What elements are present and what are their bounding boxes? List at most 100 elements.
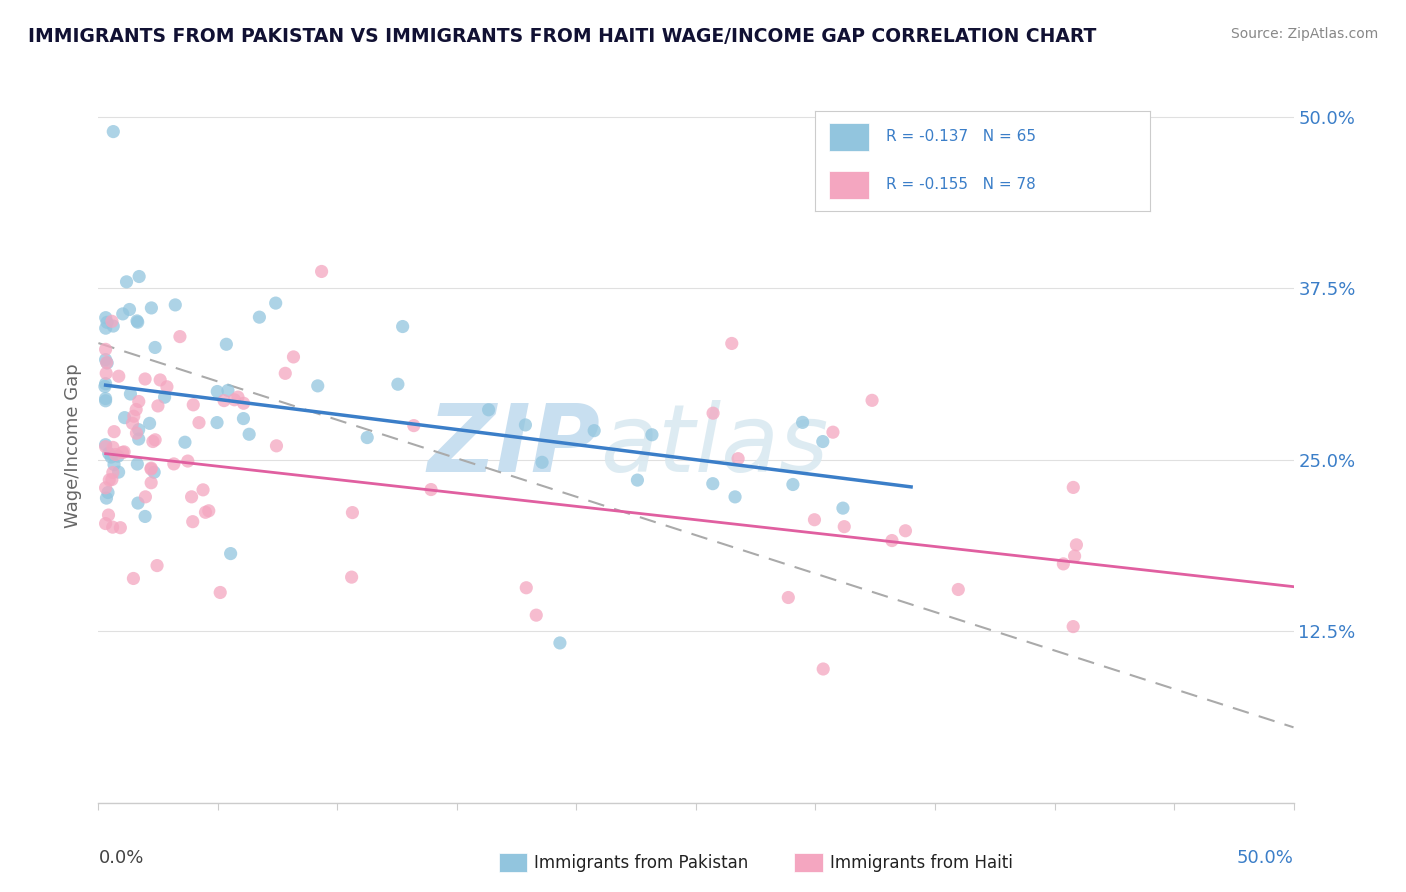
Point xyxy=(96,356,118,370)
Point xyxy=(626,473,648,487)
Point xyxy=(524,608,547,623)
Point xyxy=(803,513,825,527)
Point xyxy=(94,438,117,452)
Point xyxy=(163,457,186,471)
Point xyxy=(548,636,571,650)
Point xyxy=(860,393,883,408)
Point xyxy=(121,417,143,431)
Point xyxy=(209,585,232,599)
Point xyxy=(149,373,172,387)
Point xyxy=(247,310,270,325)
Point xyxy=(111,445,134,459)
Point xyxy=(821,425,844,440)
Point xyxy=(139,462,162,476)
Point xyxy=(212,393,235,408)
Point xyxy=(96,315,118,329)
Point xyxy=(274,367,297,381)
Point xyxy=(94,481,117,495)
Point xyxy=(101,520,124,534)
Point xyxy=(127,496,149,510)
Point xyxy=(217,384,239,398)
Point xyxy=(232,396,254,410)
Point xyxy=(127,457,149,471)
Point xyxy=(531,455,554,469)
Point xyxy=(103,319,125,334)
Point xyxy=(811,662,834,676)
Point xyxy=(134,490,156,504)
Point xyxy=(101,473,124,487)
Point xyxy=(97,508,120,522)
Text: Source: ZipAtlas.com: Source: ZipAtlas.com xyxy=(1230,27,1378,41)
Point xyxy=(720,336,742,351)
Point xyxy=(948,582,970,597)
Point xyxy=(1062,480,1084,494)
Point xyxy=(100,450,122,464)
Point xyxy=(156,380,179,394)
Text: ZIP: ZIP xyxy=(427,400,600,492)
Point xyxy=(101,466,124,480)
Point xyxy=(1062,619,1084,633)
Point xyxy=(832,519,855,533)
Point xyxy=(232,411,254,425)
Point xyxy=(181,515,204,529)
Text: 50.0%: 50.0% xyxy=(1237,849,1294,867)
Point xyxy=(264,296,287,310)
Point xyxy=(194,505,217,519)
Point xyxy=(101,441,124,455)
Point xyxy=(128,394,150,409)
Point xyxy=(792,416,814,430)
Point xyxy=(107,369,129,384)
Point xyxy=(307,379,329,393)
Point xyxy=(143,433,166,447)
Point xyxy=(94,376,117,391)
Point xyxy=(191,483,214,497)
Text: atlas: atlas xyxy=(600,401,828,491)
Text: 0.0%: 0.0% xyxy=(98,849,143,867)
Point xyxy=(238,427,260,442)
Point xyxy=(342,506,364,520)
Point xyxy=(118,302,141,317)
Point xyxy=(97,485,120,500)
Point xyxy=(107,465,129,479)
Point xyxy=(724,490,747,504)
Point xyxy=(96,366,118,380)
Point xyxy=(94,310,117,325)
Point xyxy=(94,440,117,454)
Point xyxy=(122,572,145,586)
Point xyxy=(702,476,724,491)
Point xyxy=(112,445,135,459)
Point xyxy=(778,591,800,605)
Point xyxy=(138,417,160,431)
Point xyxy=(94,321,117,335)
Point xyxy=(143,465,166,479)
Point xyxy=(94,352,117,367)
Point xyxy=(880,533,903,548)
Point xyxy=(515,417,537,432)
Point xyxy=(110,521,132,535)
Point xyxy=(181,398,204,412)
Point xyxy=(215,337,238,351)
Point xyxy=(702,406,724,420)
Point xyxy=(224,392,246,407)
Point xyxy=(125,314,148,328)
Point xyxy=(94,393,117,408)
Point xyxy=(115,275,138,289)
Point xyxy=(98,473,121,487)
Point xyxy=(96,355,118,369)
Point xyxy=(197,504,219,518)
Text: Immigrants from Haiti: Immigrants from Haiti xyxy=(830,854,1012,871)
Point xyxy=(127,315,149,329)
Point xyxy=(114,410,136,425)
Point xyxy=(107,449,129,463)
Point xyxy=(101,314,124,328)
Point xyxy=(782,477,804,491)
Point xyxy=(478,402,501,417)
Point xyxy=(146,399,169,413)
Point xyxy=(141,301,163,315)
Point xyxy=(402,418,425,433)
Point xyxy=(125,426,148,441)
Point xyxy=(103,125,125,139)
Point xyxy=(128,423,150,437)
Point xyxy=(811,434,834,449)
Point xyxy=(142,434,165,449)
